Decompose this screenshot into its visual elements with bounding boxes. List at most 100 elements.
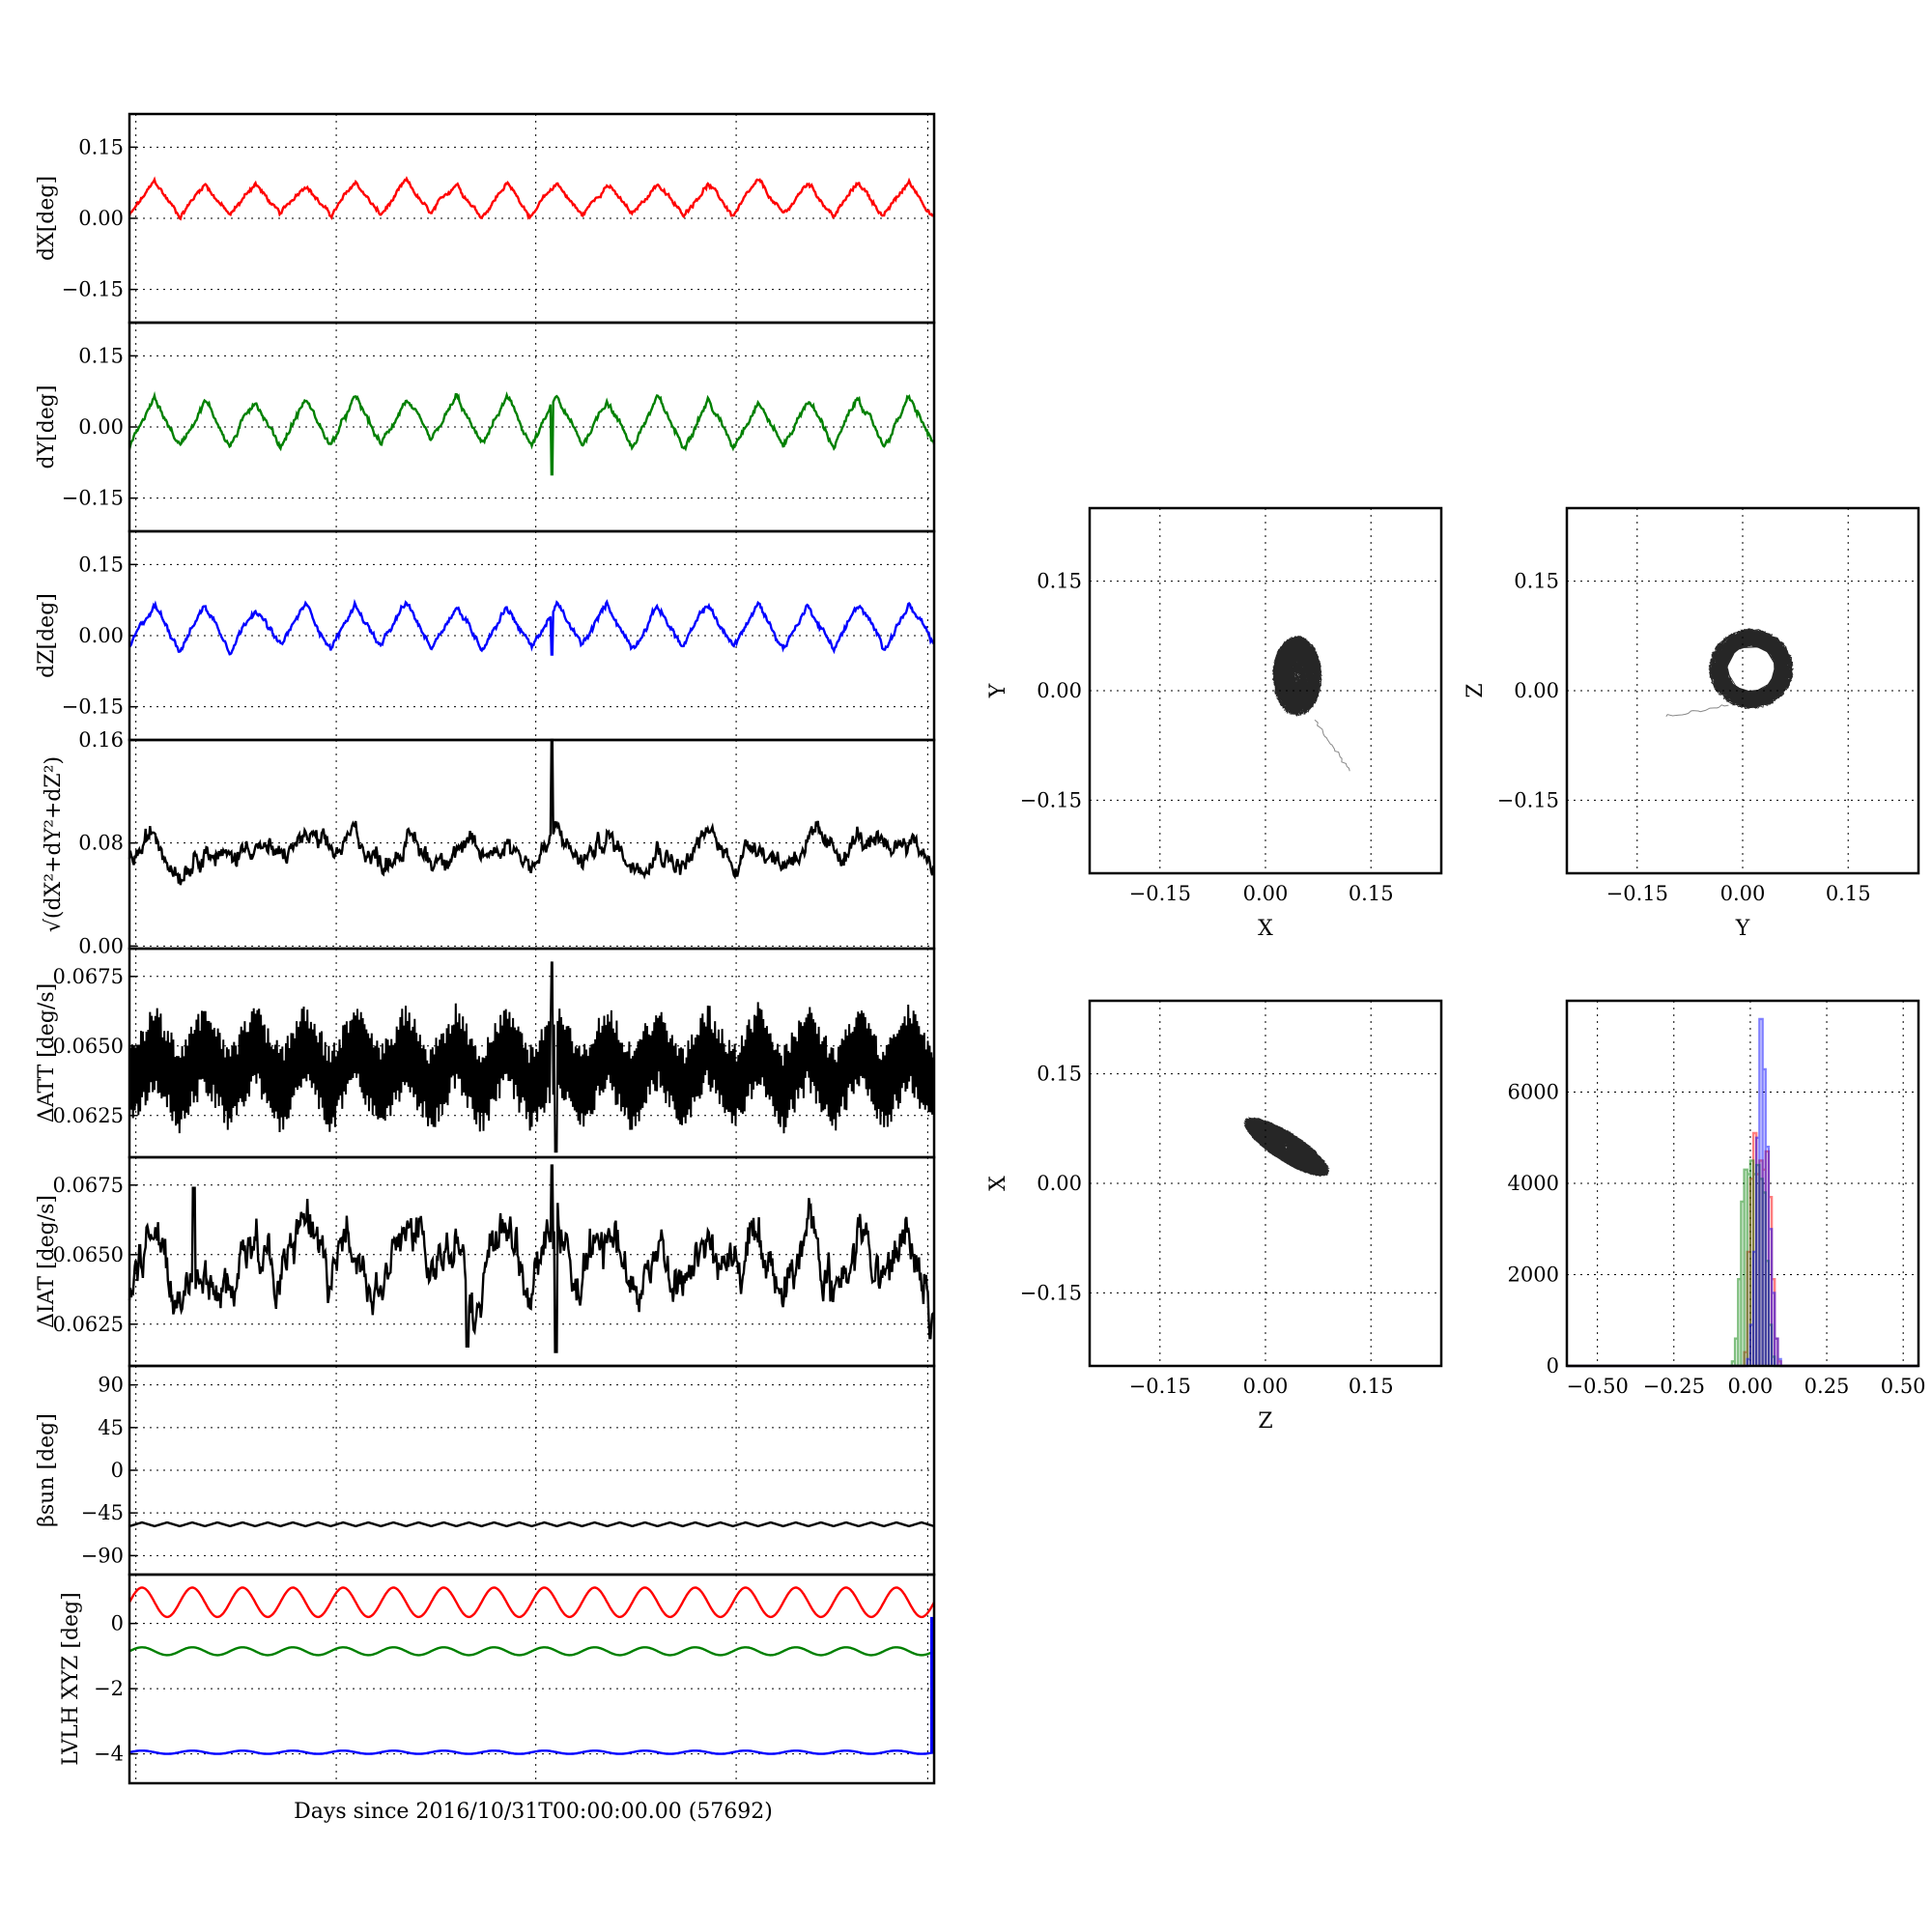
panel-frame	[1088, 506, 1443, 875]
y-tick-label: 0.08	[78, 832, 124, 855]
y-tick-label: −4	[94, 1743, 124, 1766]
panel-XY: −0.15 −0.15 0.00 0.00 0.15 0.15 X Y	[986, 506, 1443, 941]
y-tick-label: 0.00	[78, 934, 124, 957]
y-tick-label: 0.00	[1514, 679, 1559, 702]
series-line	[128, 1646, 935, 1657]
panel-frame	[128, 1155, 936, 1368]
x-tick-label: −0.15	[1606, 882, 1668, 905]
series-line	[128, 738, 935, 886]
series-line	[128, 598, 935, 656]
histogram-X	[1567, 1131, 1918, 1368]
y-tick-label: 0.16	[78, 728, 124, 752]
panel-frame	[128, 1573, 936, 1785]
x-tick-label: 0.00	[1243, 882, 1289, 905]
y-tick-label: 0.0650	[53, 1035, 124, 1058]
y-axis-label: ΔATT [deg/s]	[35, 983, 59, 1122]
panel-frame	[128, 738, 936, 951]
trajectory	[1708, 627, 1795, 710]
y-tick-label: 0.0675	[53, 965, 124, 988]
panel-frame	[1565, 999, 1920, 1368]
x-tick-label: 0.00	[1728, 1375, 1774, 1398]
series-line	[128, 390, 936, 476]
panel-lvlh: 0 −2 −4 LVLH XYZ [deg]	[59, 1573, 936, 1785]
x-tick-label: −0.15	[1129, 1375, 1191, 1398]
y-tick-label: 0.15	[1037, 1063, 1082, 1086]
panel-hist: −0.50 −0.25 0.00 0.25 0.50 6000 4000 2000 0	[1508, 999, 1926, 1398]
y-tick-label: 0.15	[78, 553, 124, 576]
x-tick-label: −0.25	[1643, 1375, 1705, 1398]
histogram-Z	[1567, 1017, 1918, 1368]
y-axis-label: Z	[1463, 683, 1488, 697]
y-tick-label: 6000	[1508, 1081, 1559, 1104]
y-tick-label: −0.15	[1497, 788, 1559, 811]
y-tick-label: −0.15	[1020, 1281, 1082, 1304]
y-axis-label: dY[deg]	[35, 385, 59, 469]
y-axis-label: dZ[deg]	[35, 593, 59, 678]
series-line	[128, 1749, 935, 1755]
y-tick-label: 45	[98, 1416, 124, 1439]
x-tick-label: −0.50	[1566, 1375, 1628, 1398]
trajectory	[1271, 635, 1323, 718]
y-axis-label: LVLH XYZ [deg]	[59, 1592, 83, 1766]
y-tick-label: −0.15	[62, 487, 124, 510]
y-tick-label: 0.00	[1037, 679, 1082, 702]
y-tick-label: 0.0625	[53, 1313, 124, 1336]
series-line	[128, 1520, 935, 1528]
y-axis-label: √(dX²+dY²+dZ²)	[42, 756, 66, 932]
y-tick-label: 90	[98, 1374, 124, 1397]
panel-beta: 90 45 0 −45 −90 βsun [deg]	[35, 1364, 936, 1577]
y-tick-label: 0	[111, 1459, 124, 1482]
y-tick-label: 0.0625	[53, 1104, 124, 1127]
x-tick-label: 0.15	[1349, 882, 1394, 905]
y-tick-label: 0.0650	[53, 1243, 124, 1266]
y-axis-label: βsun [deg]	[35, 1413, 59, 1527]
x-tick-label: 0.25	[1804, 1375, 1850, 1398]
y-tick-label: 0.00	[78, 415, 124, 439]
panel-dR: 0.16 0.08 0.00 √(dX²+dY²+dZ²)	[42, 728, 936, 957]
x-tick-label: 0.50	[1881, 1375, 1926, 1398]
y-tick-label: 0.15	[1037, 570, 1082, 593]
y-tick-label: −0.15	[1020, 788, 1082, 811]
panel-frame	[1565, 506, 1920, 875]
series-line	[128, 1586, 936, 1619]
y-tick-label: 0.00	[78, 207, 124, 230]
x-axis-label: X	[1258, 917, 1273, 941]
panel-ZX: −0.15 −0.15 0.00 0.00 0.15 0.15 Z X	[986, 999, 1443, 1434]
y-tick-label: 4000	[1508, 1172, 1559, 1195]
x-axis-label: Days since 2016/10/31T00:00:00.00 (57692…	[294, 1800, 773, 1824]
y-axis-label: X	[986, 1176, 1010, 1191]
y-tick-label: 0.15	[78, 135, 124, 158]
y-tick-label: 0.15	[1514, 570, 1559, 593]
x-tick-label: 0.00	[1720, 882, 1766, 905]
y-tick-label: 0.00	[1037, 1172, 1082, 1195]
trajectory-tail	[1314, 719, 1350, 772]
histogram-Y	[1567, 1159, 1918, 1368]
x-tick-label: 0.15	[1826, 882, 1871, 905]
y-tick-label: −90	[81, 1544, 124, 1567]
trajectory-tail	[1665, 704, 1729, 717]
y-tick-label: 0.00	[78, 624, 124, 647]
x-axis-label: Z	[1258, 1409, 1272, 1434]
series-line	[128, 176, 936, 221]
y-axis-label: dX[deg]	[35, 176, 59, 261]
y-tick-label: 0	[111, 1612, 124, 1635]
y-tick-label: 2000	[1508, 1264, 1559, 1287]
panel-frame	[1088, 999, 1443, 1368]
x-axis-label: Y	[1735, 917, 1750, 941]
y-tick-label: −2	[94, 1677, 124, 1700]
trajectory	[1243, 1116, 1330, 1178]
series-line	[128, 1164, 936, 1353]
y-tick-label: 0.0675	[53, 1174, 124, 1197]
x-tick-label: 0.00	[1243, 1375, 1289, 1398]
x-tick-label: −0.15	[1129, 882, 1191, 905]
y-axis-label: Y	[986, 683, 1010, 698]
panel-YZ: −0.15 −0.15 0.00 0.00 0.15 0.15 Y Z	[1463, 506, 1920, 941]
y-tick-label: −0.15	[62, 278, 124, 301]
y-tick-label: −45	[81, 1501, 124, 1524]
